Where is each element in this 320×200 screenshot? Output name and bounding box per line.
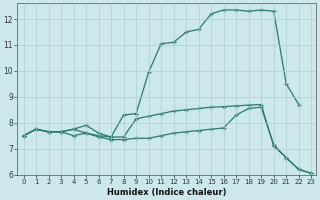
X-axis label: Humidex (Indice chaleur): Humidex (Indice chaleur): [107, 188, 227, 197]
